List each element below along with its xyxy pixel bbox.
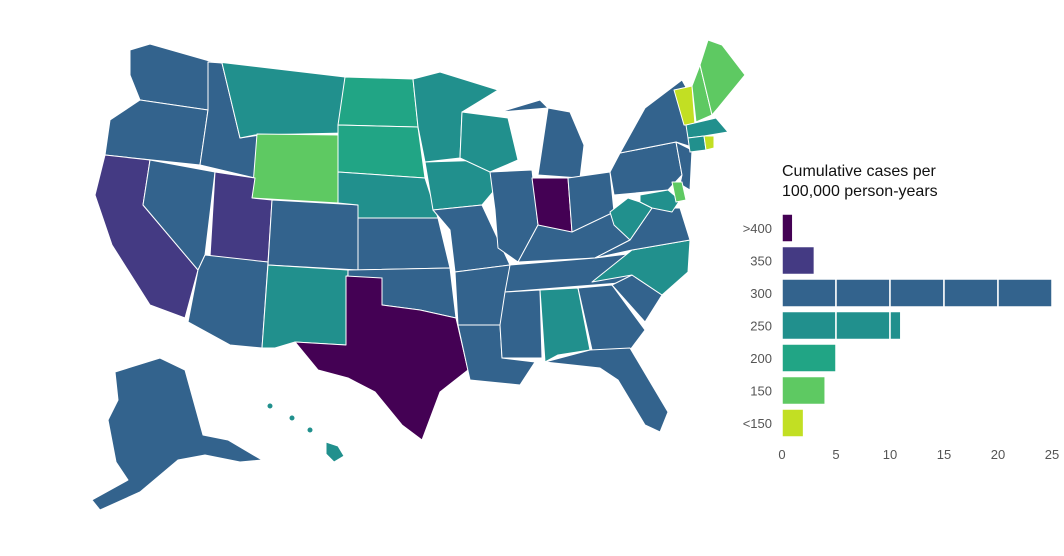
state-az[interactable] [187, 254, 269, 349]
x-tick-label-25: 25 [1045, 447, 1059, 462]
bar-4-segment-2 [835, 310, 891, 341]
state-hi-islet [266, 402, 274, 410]
state-tx[interactable] [294, 275, 469, 441]
state-wi[interactable] [459, 111, 519, 173]
state-nd[interactable] [337, 76, 419, 128]
state-md[interactable] [639, 189, 681, 213]
state-mt[interactable] [217, 61, 346, 139]
us-choropleth-map [91, 39, 746, 511]
state-ri[interactable] [703, 135, 715, 151]
bar-1-segment-1 [781, 213, 794, 243]
state-ms[interactable] [499, 289, 543, 359]
x-tick-label-15: 15 [937, 447, 951, 462]
state-wy[interactable] [251, 133, 341, 204]
state-ks[interactable] [357, 217, 451, 271]
state-fl[interactable] [544, 347, 669, 433]
bar-3-segment-1 [781, 278, 837, 308]
state-or[interactable] [104, 99, 209, 166]
bar-4-segment-3 [889, 310, 902, 341]
state-hi-islet-3 [306, 426, 314, 434]
bar-3-segment-5 [997, 278, 1053, 308]
state-hi-islet-2 [288, 414, 296, 422]
bar-2-segment-1 [781, 245, 816, 276]
x-tick-label-0: 0 [778, 447, 785, 462]
state-pa[interactable] [609, 141, 683, 196]
x-tick-label-5: 5 [832, 447, 839, 462]
x-tick-label-10: 10 [883, 447, 897, 462]
state-hi[interactable] [325, 441, 345, 463]
state-de[interactable] [671, 181, 687, 203]
state-sd[interactable] [337, 124, 426, 179]
bar-3-segment-4 [943, 278, 999, 308]
x-tick-label-20: 20 [991, 447, 1005, 462]
bar-5-segment-1 [781, 343, 837, 373]
state-ma[interactable] [685, 117, 729, 139]
state-al[interactable] [539, 287, 591, 363]
bar-6-segment-1 [781, 375, 826, 406]
bar-7-segment-1 [781, 408, 805, 438]
state-nm[interactable] [261, 264, 349, 349]
bar-4-segment-1 [781, 310, 837, 341]
state-ga[interactable] [577, 284, 646, 351]
state-ct[interactable] [687, 135, 707, 153]
legend-title: Cumulative cases per 100,000 person-year… [782, 163, 938, 200]
state-ak[interactable] [91, 357, 263, 511]
bar-3-segment-3 [889, 278, 945, 308]
bar-3-segment-2 [835, 278, 891, 308]
state-co[interactable] [267, 199, 361, 271]
state-me[interactable] [699, 39, 746, 116]
